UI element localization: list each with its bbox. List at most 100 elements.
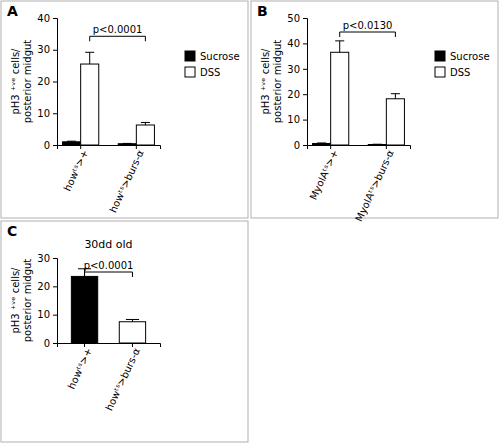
error-bar-cap [85,52,94,53]
y-tick-label: 30 [287,64,300,75]
legend-swatch [185,51,195,61]
chart-title: 30dd old [84,238,132,251]
bar [313,143,331,145]
y-tick-label: 40 [37,13,50,24]
y-tick-mark [303,94,307,95]
panel: C30dd old0102030howᵗˢ>+howᵗˢ>burs-αpH3 ⁺… [1,221,248,442]
y-axis-title: posterior midgut [22,259,33,343]
panel-frame [1,221,248,442]
y-tick-label: 20 [37,76,50,87]
y-tick: 0 [44,338,57,349]
y-tick-label: 50 [287,13,300,24]
y-tick: 30 [37,44,57,55]
x-tick: howᵗˢ>+ [66,343,95,391]
y-tick: 50 [287,13,307,24]
legend-item: DSS [185,67,220,78]
x-axis: MyoIAᵗˢ>+MyoIAᵗˢ>burs-α [308,145,411,223]
y-axis-title: pH3 ⁺ᵛᵉ cells/ [260,48,271,115]
significance-label: p<0.0001 [93,24,143,35]
error-bar [335,41,344,52]
error-bar [317,142,326,144]
y-tick-label: 0 [44,338,50,349]
bar [136,125,154,145]
y-tick: 20 [287,89,307,100]
legend-item: Sucrose [435,51,490,62]
legend-item: Sucrose [185,51,240,62]
y-tick: 30 [287,64,307,75]
y-tick: 40 [287,38,307,49]
y-tick-label: 40 [287,38,300,49]
y-tick-mark [303,18,307,19]
error-bar-cap [373,144,382,145]
y-tick: 40 [37,13,57,24]
legend: SucroseDSS [435,51,490,78]
y-axis-line [53,19,58,146]
y-tick-label: 10 [287,114,300,125]
y-tick: 10 [287,114,307,125]
panel-label: C [7,223,17,239]
error-bar-cap [67,141,76,142]
error-bar [373,144,382,145]
y-tick-label: 30 [37,44,50,55]
y-tick: 0 [44,140,57,151]
significance-bracket [90,36,146,41]
bar [386,99,404,145]
plot-marks [71,269,145,343]
error-bar-cap [335,40,344,41]
y-tick-mark [53,258,57,259]
bar [118,144,136,145]
panel: A010203040howᵗˢ>+howᵗˢ>burs-αpH3 ⁺ᵛᵉ cel… [1,1,248,218]
error-bar-stem [395,94,396,99]
x-axis-line [58,344,161,348]
legend-swatch [185,67,195,77]
bar [331,52,349,145]
error-bar-stem [339,41,340,52]
legend-swatch [435,67,445,77]
y-axis-title: pH3 ⁺ᵛᵉ cells/ [10,267,21,334]
plot-marks [313,41,405,145]
panel-label: B [257,3,268,19]
y-tick-mark [303,145,307,146]
x-axis: howᵗˢ>+howᵗˢ>burs-α [58,145,161,214]
panel: B 0 10 20 30 40 50 MyoIAᵗˢ>+MyoIAᵗˢ>burs-α pH3 ⁺… [251,1,498,223]
x-tick: MyoIAᵗˢ>+ [308,145,341,202]
y-tick-mark [303,69,307,70]
error-bar-cap [141,122,150,123]
y-tick: 30 [37,253,57,264]
x-tick: howᵗˢ>+ [62,145,91,193]
error-bar [141,122,150,125]
y-tick: 10 [37,108,57,119]
error-bar [126,319,139,321]
y-tick-label: 10 [37,108,50,119]
bar [71,276,97,343]
y-tick: 20 [37,281,57,292]
legend-label: Sucrose [200,51,240,62]
significance-label: p<0.0001 [84,260,134,271]
bar [119,322,145,343]
panel-frame [1,1,248,218]
panel-label: A [7,3,18,19]
y-axis: 0 10 20 30 40 50 [287,13,307,151]
error-bar-cap [317,142,326,143]
x-tick-label: howᵗˢ>+ [62,148,91,193]
x-tick-label: howᵗˢ>+ [66,346,95,391]
y-tick-label: 20 [287,89,300,100]
y-tick-mark [303,43,307,44]
bar [81,64,99,145]
error-bar-cap [391,93,400,94]
y-tick-mark [53,18,57,19]
y-tick: 20 [37,76,57,87]
y-tick-mark [53,145,57,146]
x-tick-label: MyoIAᵗˢ>+ [308,148,341,202]
bar [368,144,386,145]
y-axis-title: posterior midgut [272,40,283,124]
y-axis-title: posterior midgut [22,40,33,124]
x-tick: howᵗˢ>burs-α [103,343,142,412]
error-bar [123,143,132,144]
y-tick: 0 [294,140,307,151]
error-bar [67,141,76,143]
legend-swatch [435,51,445,61]
y-tick-mark [303,120,307,121]
y-tick-label: 0 [294,140,300,151]
error-bar-cap [123,143,132,144]
